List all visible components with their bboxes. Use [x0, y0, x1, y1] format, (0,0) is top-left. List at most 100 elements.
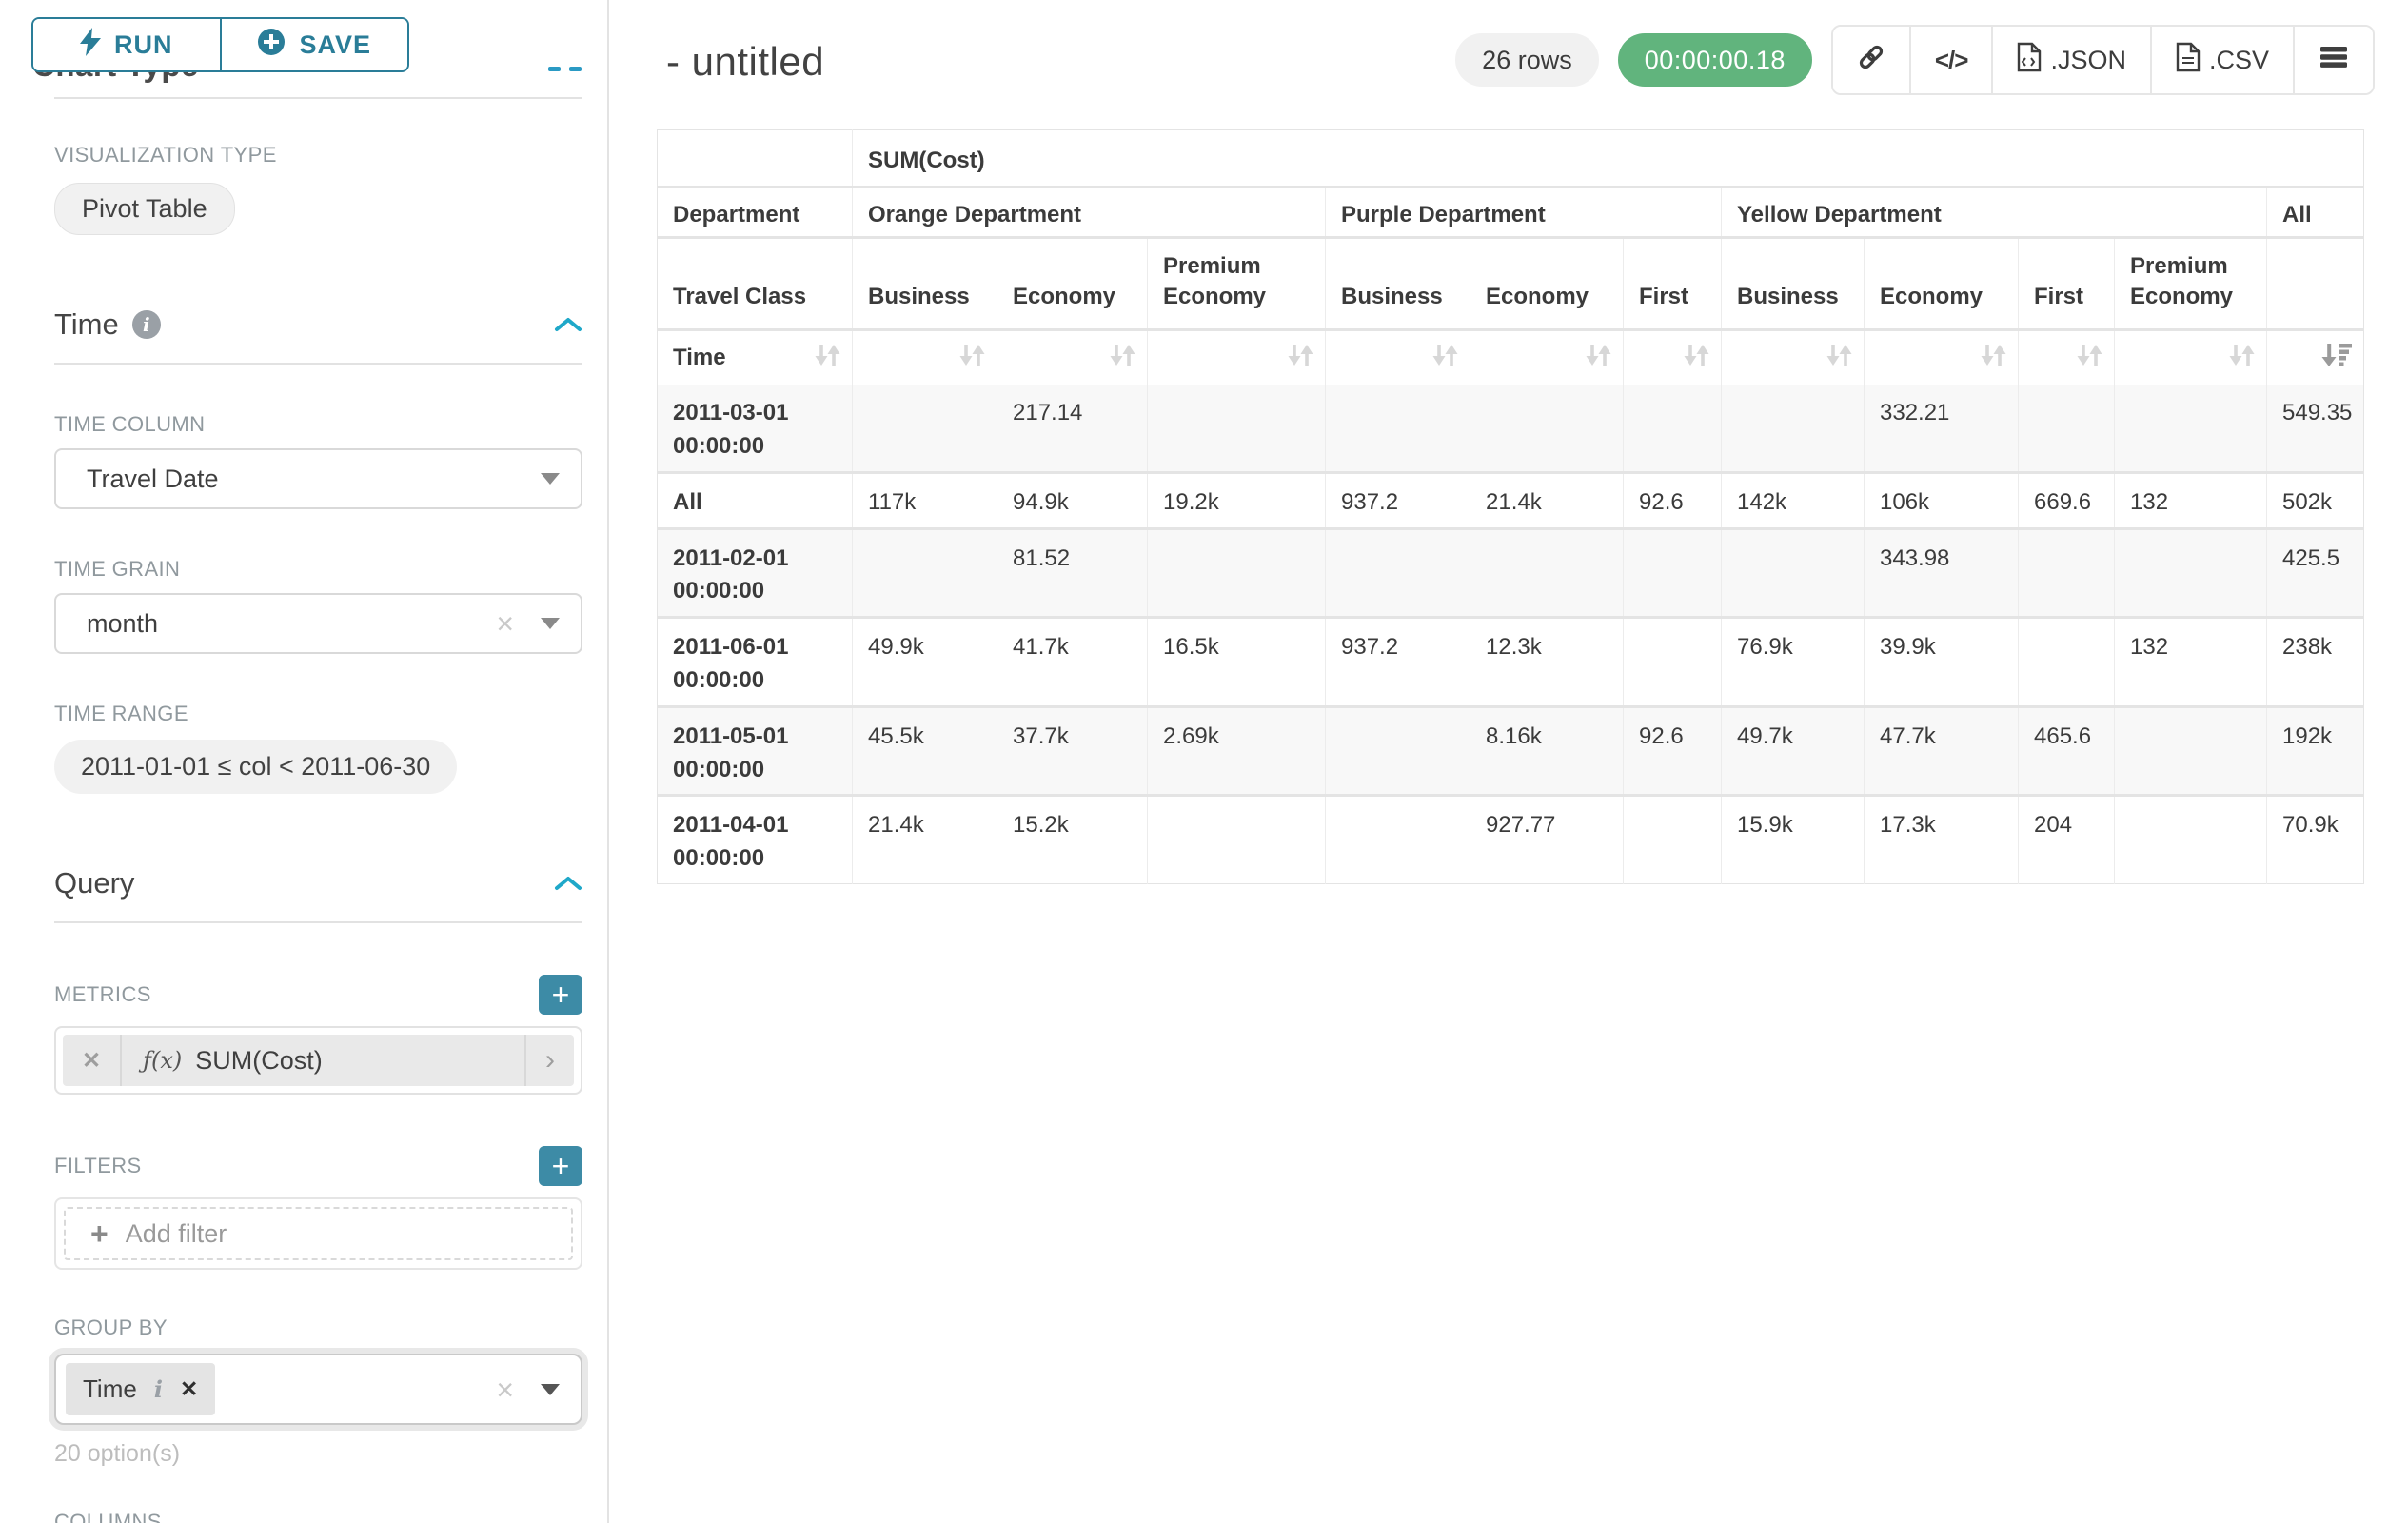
sort-button[interactable] — [2018, 329, 2115, 386]
pivot-cell: 549.35 — [2266, 385, 2364, 473]
sort-button[interactable] — [1623, 329, 1722, 386]
add-filter-button[interactable]: + Add filter — [64, 1207, 573, 1260]
sort-button[interactable] — [1147, 329, 1326, 386]
chevron-up-icon[interactable] — [554, 316, 582, 333]
pivot-group-header: Orange Department — [852, 187, 1326, 238]
pivot-class-header: Economy — [1864, 237, 2019, 330]
group-by-chip-time[interactable]: Time i ✕ — [66, 1363, 216, 1415]
chevron-up-icon[interactable] — [554, 875, 582, 892]
pivot-cell: 16.5k — [1147, 617, 1326, 707]
metric-item[interactable]: ✕ ƒ(x) SUM(Cost) › — [63, 1035, 574, 1086]
pivot-cell: 669.6 — [2018, 472, 2115, 529]
pivot-cell — [1147, 385, 1326, 473]
save-button[interactable]: SAVE — [219, 19, 407, 70]
clear-icon[interactable]: × — [496, 606, 514, 641]
sort-icon[interactable] — [957, 341, 987, 376]
sort-desc-icon[interactable] — [2321, 341, 2354, 376]
add-metric-button[interactable]: + — [539, 975, 582, 1015]
export-json-button[interactable]: .JSON — [1991, 27, 2150, 93]
sort-button[interactable] — [1470, 329, 1624, 386]
pivot-cell — [1147, 795, 1326, 884]
pivot-cell — [1325, 385, 1470, 473]
json-file-icon — [2017, 42, 2042, 79]
chevron-right-icon[interactable]: › — [524, 1035, 574, 1086]
menu-button[interactable] — [2293, 27, 2373, 93]
pivot-cell: 92.6 — [1623, 706, 1722, 796]
sort-desc-button[interactable] — [2266, 329, 2364, 386]
divider — [54, 97, 582, 99]
pivot-cell: 425.5 — [2266, 528, 2364, 618]
pivot-group-header: Yellow Department — [1721, 187, 2267, 238]
visualization-type-value[interactable]: Pivot Table — [54, 183, 235, 235]
sort-icon[interactable] — [1978, 341, 2008, 376]
csv-file-icon — [2176, 42, 2201, 79]
sort-icon[interactable] — [1583, 341, 1613, 376]
time-column-select[interactable]: Travel Date — [54, 448, 582, 509]
sort-button[interactable] — [852, 329, 997, 386]
sort-button[interactable] — [2114, 329, 2267, 386]
pivot-cell: 47.7k — [1864, 706, 2019, 796]
clipped-icon — [569, 67, 582, 71]
pivot-cell: 106k — [1864, 472, 2019, 529]
export-json-label: .JSON — [2050, 45, 2126, 74]
query-section-header[interactable]: Query — [54, 866, 582, 900]
plus-icon: + — [90, 1216, 109, 1251]
sort-button[interactable] — [1721, 329, 1865, 386]
group-by-select[interactable]: Time i ✕ × — [54, 1354, 582, 1425]
pivot-cell — [1623, 617, 1722, 707]
sort-icon[interactable] — [1824, 341, 1854, 376]
info-icon: i — [131, 310, 161, 339]
pivot-class-header: Economy — [1470, 237, 1624, 330]
run-button-label: RUN — [114, 30, 173, 59]
time-grain-label: TIME GRAIN — [54, 557, 181, 581]
pivot-col-dimension-label: Department — [673, 201, 800, 227]
sort-icon[interactable] — [1107, 341, 1137, 376]
run-save-button-group: RUN SAVE — [31, 17, 409, 72]
columns-label: COLUMNS — [54, 1510, 162, 1523]
pivot-class-header: Business — [1721, 237, 1865, 330]
clear-icon[interactable]: × — [496, 1372, 514, 1407]
pivot-row-label: 2011-04-01 00:00:00 — [673, 812, 789, 872]
sort-button[interactable] — [1325, 329, 1470, 386]
sort-icon[interactable] — [2226, 341, 2257, 376]
pivot-cell — [852, 385, 997, 473]
time-range-value[interactable]: 2011-01-01 ≤ col < 2011-06-30 — [54, 740, 458, 794]
pivot-class-header — [2266, 237, 2364, 330]
pivot-cell: 92.6 — [1623, 472, 1722, 529]
rowcount-badge: 26 rows — [1455, 33, 1599, 87]
export-csv-button[interactable]: .CSV — [2149, 27, 2293, 93]
time-section-header[interactable]: Time i — [54, 307, 582, 342]
group-by-label: GROUP BY — [54, 1315, 168, 1339]
caret-down-icon[interactable] — [541, 1383, 560, 1395]
remove-metric-icon[interactable]: ✕ — [63, 1035, 123, 1086]
pivot-cell: 37.7k — [997, 706, 1148, 796]
time-grain-select[interactable]: month × — [54, 593, 582, 654]
pivot-row-dimension-sort[interactable]: Time — [658, 329, 853, 385]
pivot-cell: 49.9k — [852, 617, 997, 707]
chart-title[interactable]: - untitled — [666, 39, 825, 84]
pivot-table-container: SUM(Cost) Department Orange Department Purp… — [657, 129, 2375, 885]
sort-icon[interactable] — [1430, 341, 1460, 376]
remove-chip-icon[interactable]: ✕ — [179, 1376, 199, 1401]
pivot-cell: 117k — [852, 472, 997, 529]
view-query-button[interactable]: </> — [1908, 27, 1992, 93]
sort-button[interactable] — [1864, 329, 2019, 386]
group-by-options-note: 20 option(s) — [54, 1440, 181, 1467]
sort-icon[interactable] — [2074, 341, 2104, 376]
time-range-label: TIME RANGE — [54, 702, 188, 725]
divider — [54, 363, 582, 365]
code-icon: </> — [1934, 45, 1969, 74]
sort-button[interactable] — [997, 329, 1148, 386]
sort-icon[interactable] — [812, 341, 842, 376]
pivot-cell — [2018, 617, 2115, 707]
control-panel: Chart Type RUN SAVE VISUALIZATION TYPE P… — [0, 0, 609, 1523]
sort-icon[interactable] — [1681, 341, 1711, 376]
pivot-class-header: Premium Economy — [1147, 237, 1326, 330]
run-button[interactable]: RUN — [33, 19, 220, 70]
add-filter-plus-button[interactable]: + — [539, 1146, 582, 1186]
pivot-cell: 49.7k — [1721, 706, 1865, 796]
share-link-button[interactable] — [1832, 27, 1909, 93]
pivot-cell: 132 — [2114, 472, 2267, 529]
sort-icon[interactable] — [1285, 341, 1315, 376]
